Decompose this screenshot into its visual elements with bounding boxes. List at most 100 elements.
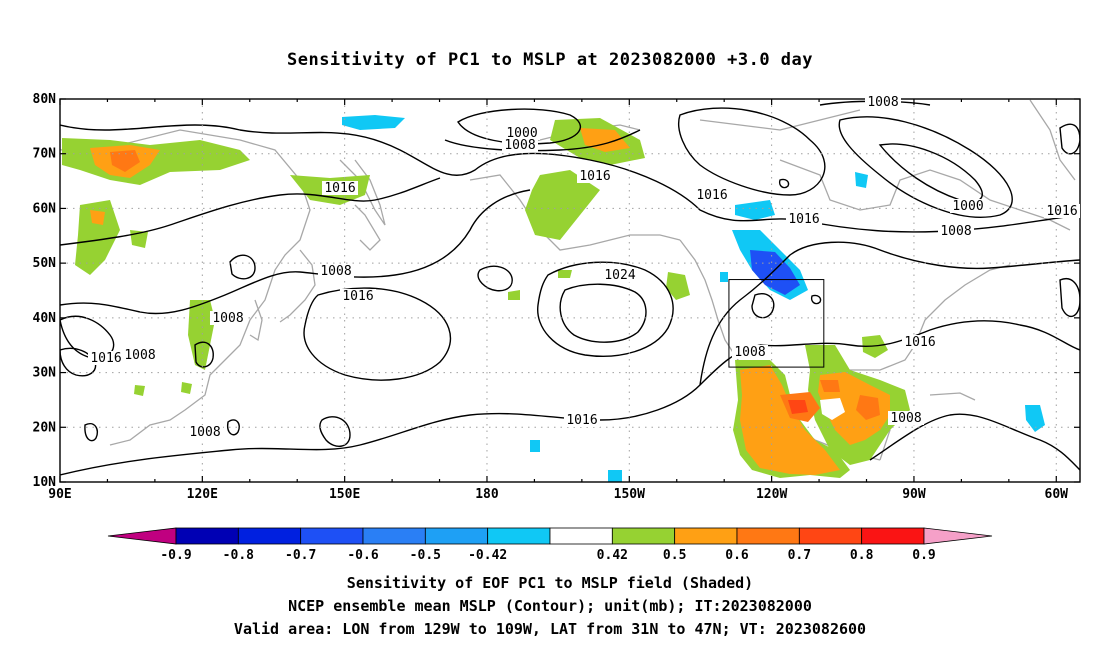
longitude-labels: 90E 120E 150E 180 150W 120W 90W 60W: [48, 487, 1068, 502]
isobar-label-bg: [502, 138, 538, 152]
lon-tick-label: 120E: [187, 487, 218, 502]
isobar-label-bg: [694, 188, 730, 202]
colorbar-label: 0.8: [850, 548, 874, 563]
isobar-label: 1008: [212, 311, 243, 326]
colorbar-label: -0.7: [285, 548, 316, 563]
colorbar-swatch: [549, 527, 613, 545]
lat-tick-label: 10N: [33, 475, 57, 490]
colorbar-swatch: [487, 527, 551, 545]
isobar-label: 1016: [696, 188, 727, 203]
colorbar-end-low: [107, 527, 177, 545]
isobar-label: 1016: [579, 169, 610, 184]
isobar-label: 1008: [867, 95, 898, 110]
lon-tick-label: 120W: [756, 487, 787, 502]
shade-0.7-0.8: [788, 400, 808, 414]
lon-tick-label: 180: [475, 487, 499, 502]
colorbar-label: 0.6: [725, 548, 749, 563]
isobar-label-bg: [322, 181, 358, 195]
isobar-label-bg: [938, 224, 974, 238]
lat-tick-label: 50N: [33, 256, 57, 271]
shade-neg-0.5: [342, 115, 1045, 482]
isobar-label-bg: [577, 169, 613, 183]
colorbar-label: 0.42: [597, 548, 628, 563]
colorbar-swatch: [362, 527, 426, 545]
isobar-label: 1016: [342, 289, 373, 304]
isobar-label-bg: [902, 335, 938, 349]
colorbar-swatch: [798, 527, 863, 545]
isobar-label-bg: [732, 345, 768, 359]
isobar-label: 1024: [604, 268, 635, 283]
map-title: Sensitivity of PC1 to MSLP at 2023082000…: [286, 50, 813, 70]
isobar-label-bg: [504, 126, 540, 140]
lon-tick-label: 150W: [614, 487, 645, 502]
colorbar-swatch: [424, 527, 489, 545]
isobar-label-bg: [88, 351, 124, 365]
isobar-label: 1000: [506, 126, 537, 141]
colorbar-label: -0.6: [347, 548, 378, 563]
isobar-label: 1008: [124, 348, 155, 363]
isobar-label: 1016: [90, 351, 121, 366]
colorbar-swatch: [674, 527, 738, 545]
isobar-label: 1016: [566, 413, 597, 428]
colorbar-swatch: [237, 527, 302, 545]
lat-tick-label: 70N: [33, 147, 57, 162]
axis-ticks: [59, 98, 1080, 483]
colorbar-swatch: [611, 527, 676, 545]
isobar-label: 1000: [952, 199, 983, 214]
lon-tick-label: 60W: [1045, 487, 1069, 502]
colorbar-end-high: [923, 527, 993, 545]
lat-tick-label: 60N: [33, 201, 57, 216]
isobar-label-bg: [187, 425, 223, 439]
caption-contour: NCEP ensemble mean MSLP (Contour); unit(…: [288, 597, 812, 615]
isobar-label-bg: [210, 311, 246, 325]
shade-neg-0.6: [750, 250, 800, 295]
isobar-label-bg: [122, 348, 158, 362]
caption-valid-area: Valid area: LON from 129W to 109W, LAT f…: [233, 620, 867, 638]
lat-tick-label: 80N: [33, 92, 57, 107]
isobar-label: 1016: [1046, 204, 1077, 219]
isobar-label: 1008: [940, 224, 971, 239]
colorbar: -0.9 -0.8 -0.7 -0.6 -0.5 -0.42 0.42 0.5 0.6 0.7 0.…: [107, 527, 993, 563]
colorbar-label: 0.7: [788, 548, 811, 563]
colorbar-label: -0.8: [223, 548, 254, 563]
lat-tick-label: 20N: [33, 420, 57, 435]
valid-area-box: [728, 279, 825, 368]
shade-gap: [820, 398, 845, 420]
colorbar-label: 0.9: [912, 548, 935, 563]
isobar-label: 1008: [504, 138, 535, 153]
colorbar-swatch: [175, 527, 239, 545]
isobar-label-bg: [564, 413, 600, 427]
isobar-label-bg: [950, 199, 986, 213]
lat-tick-label: 40N: [33, 311, 57, 326]
colorbar-swatch: [736, 527, 800, 545]
isobar-label: 1008: [320, 264, 351, 279]
colorbar-label: -0.5: [410, 548, 441, 563]
isobar-label: 1008: [890, 411, 921, 426]
lat-tick-label: 30N: [33, 366, 57, 381]
isobar-label: 1016: [324, 181, 355, 196]
isobar-label: 1008: [189, 425, 220, 440]
isobar-label: 1016: [904, 335, 935, 350]
colorbar-label: -0.9: [160, 548, 191, 563]
lon-tick-label: 150E: [329, 487, 360, 502]
colorbar-label: -0.42: [468, 548, 507, 563]
isobar-labels: 1000100810161016101610161016100810081008…: [88, 95, 1080, 440]
isobar-label-bg: [602, 268, 638, 282]
colorbar-label: 0.5: [663, 548, 686, 563]
mslp-contours: [60, 100, 1080, 476]
isobar-label: 1008: [734, 345, 765, 360]
isobar-label-bg: [318, 264, 354, 278]
plot-frame: [59, 98, 1081, 483]
isobar-label-bg: [786, 212, 822, 226]
isobar-label-bg: [340, 289, 376, 303]
lon-tick-label: 90E: [48, 487, 71, 502]
isobar-label-bg: [1044, 204, 1080, 218]
shade-0.6-0.7: [110, 150, 880, 422]
caption-shading: Sensitivity of EOF PC1 to MSLP field (Sh…: [346, 574, 754, 592]
lon-tick-label: 90W: [902, 487, 926, 502]
latitude-labels: 80N 70N 60N 50N 40N 30N 20N 10N: [33, 92, 57, 490]
colorbar-swatch: [861, 527, 925, 545]
isobar-label: 1016: [788, 212, 819, 227]
colorbar-swatch: [300, 527, 364, 545]
